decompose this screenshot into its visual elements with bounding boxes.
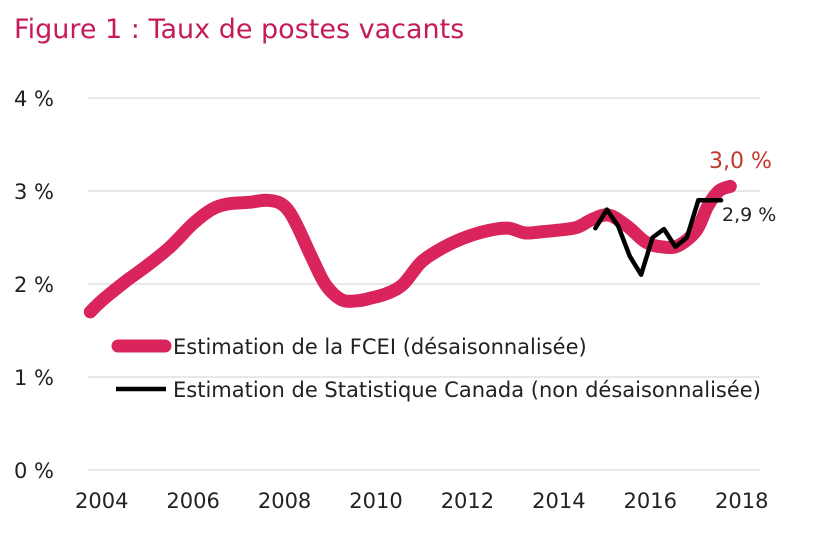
end-labels: 3,0 % 2,9 % bbox=[709, 149, 776, 226]
y-tick-label: 2 % bbox=[14, 273, 54, 297]
x-tick-label: 2004 bbox=[75, 489, 128, 513]
end-label-fcei: 3,0 % bbox=[709, 149, 772, 174]
series-line-statcan bbox=[593, 198, 724, 277]
gridlines bbox=[88, 97, 760, 471]
y-axis-tick-labels: 0 % 1 % 2 % 3 % 4 % bbox=[14, 87, 54, 483]
y-tick-label: 0 % bbox=[14, 459, 54, 483]
legend-label-fcei: Estimation de la FCEI (désaisonnalisée) bbox=[173, 335, 587, 359]
y-tick-label: 3 % bbox=[14, 180, 54, 204]
legend: Estimation de la FCEI (désaisonnalisée) E… bbox=[111, 335, 761, 402]
x-tick-label: 2006 bbox=[166, 489, 219, 513]
x-tick-label: 2018 bbox=[715, 489, 768, 513]
x-tick-label: 2012 bbox=[441, 489, 494, 513]
x-tick-label: 2016 bbox=[624, 489, 677, 513]
x-tick-label: 2008 bbox=[258, 489, 311, 513]
legend-label-statcan: Estimation de Statistique Canada (non dé… bbox=[173, 378, 761, 402]
y-tick-label: 4 % bbox=[14, 87, 54, 111]
y-tick-label: 1 % bbox=[14, 366, 54, 390]
x-tick-label: 2010 bbox=[349, 489, 402, 513]
x-tick-label: 2014 bbox=[532, 489, 585, 513]
x-axis-tick-labels: 2004 2006 2008 2010 2012 2014 2016 2018 bbox=[75, 489, 768, 513]
end-label-statcan: 2,9 % bbox=[722, 204, 776, 226]
chart-title: Figure 1 : Taux de postes vacants bbox=[14, 14, 465, 45]
series-group bbox=[83, 179, 737, 319]
series-line-fcei bbox=[83, 179, 737, 319]
